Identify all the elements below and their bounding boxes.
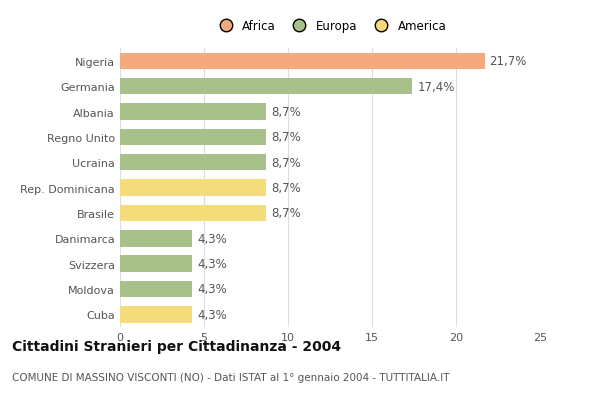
Bar bbox=[120, 104, 266, 121]
Legend: Africa, Europa, America: Africa, Europa, America bbox=[209, 15, 451, 38]
Text: 4,3%: 4,3% bbox=[197, 283, 227, 296]
Text: 4,3%: 4,3% bbox=[197, 232, 227, 245]
Bar bbox=[120, 205, 266, 222]
Text: 8,7%: 8,7% bbox=[271, 182, 301, 195]
Text: COMUNE DI MASSINO VISCONTI (NO) - Dati ISTAT al 1° gennaio 2004 - TUTTITALIA.IT: COMUNE DI MASSINO VISCONTI (NO) - Dati I… bbox=[12, 372, 449, 382]
Text: 17,4%: 17,4% bbox=[418, 81, 455, 94]
Text: 8,7%: 8,7% bbox=[271, 131, 301, 144]
Bar bbox=[120, 79, 412, 95]
Text: 4,3%: 4,3% bbox=[197, 308, 227, 321]
Text: 4,3%: 4,3% bbox=[197, 258, 227, 270]
Bar bbox=[120, 155, 266, 171]
Text: 8,7%: 8,7% bbox=[271, 106, 301, 119]
Text: 21,7%: 21,7% bbox=[490, 55, 527, 68]
Bar bbox=[120, 54, 485, 70]
Text: 8,7%: 8,7% bbox=[271, 156, 301, 169]
Bar bbox=[120, 306, 192, 323]
Bar bbox=[120, 180, 266, 196]
Text: 8,7%: 8,7% bbox=[271, 207, 301, 220]
Bar bbox=[120, 129, 266, 146]
Bar bbox=[120, 256, 192, 272]
Text: Cittadini Stranieri per Cittadinanza - 2004: Cittadini Stranieri per Cittadinanza - 2… bbox=[12, 339, 341, 353]
Bar bbox=[120, 231, 192, 247]
Bar bbox=[120, 281, 192, 297]
